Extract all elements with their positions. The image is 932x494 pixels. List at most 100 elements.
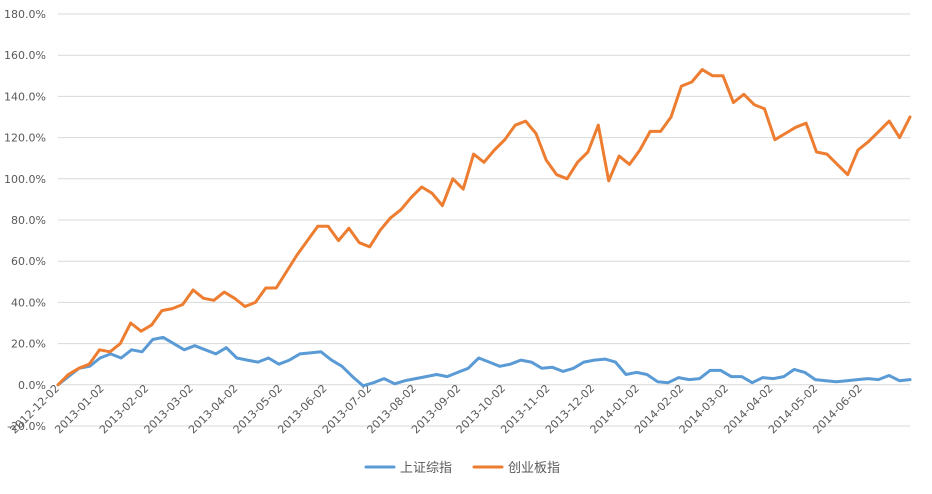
data-point xyxy=(866,377,870,380)
data-point xyxy=(614,360,617,364)
data-point xyxy=(358,241,361,244)
data-point xyxy=(403,379,407,382)
data-point xyxy=(732,101,735,104)
data-point xyxy=(519,358,523,362)
data-point xyxy=(561,370,565,373)
data-point xyxy=(130,348,133,351)
data-point xyxy=(582,360,586,364)
data-point xyxy=(666,381,670,384)
data-point xyxy=(540,367,544,370)
data-point xyxy=(108,350,112,354)
data-point xyxy=(295,253,299,257)
data-point xyxy=(161,336,165,339)
data-point xyxy=(340,365,344,368)
data-point xyxy=(129,321,132,325)
data-point xyxy=(420,185,423,189)
y-tick-label: 180.0% xyxy=(4,8,46,21)
data-point xyxy=(503,138,506,141)
data-point xyxy=(887,374,891,377)
data-point xyxy=(845,379,849,382)
data-point xyxy=(172,342,175,345)
data-point xyxy=(309,351,312,355)
data-point xyxy=(351,375,354,378)
data-point xyxy=(908,378,912,381)
data-point xyxy=(680,84,683,88)
data-point xyxy=(202,297,205,300)
data-point xyxy=(698,377,701,380)
gridlines xyxy=(58,13,910,427)
data-point xyxy=(617,154,621,158)
data-point xyxy=(235,356,239,360)
data-point xyxy=(150,323,153,327)
data-point xyxy=(742,93,745,96)
data-point xyxy=(690,80,694,84)
data-point xyxy=(372,381,375,384)
y-tick-label: 140.0% xyxy=(4,90,46,103)
data-point xyxy=(593,358,596,362)
data-point xyxy=(171,307,174,310)
data-point xyxy=(183,348,186,351)
data-point xyxy=(498,365,501,368)
data-point xyxy=(243,305,247,308)
series-lines xyxy=(56,68,912,388)
data-point xyxy=(361,384,365,388)
legend: 上证综指 创业板指 xyxy=(364,461,560,476)
data-point xyxy=(87,363,91,366)
data-point xyxy=(576,161,579,164)
legend-item: 创业板指 xyxy=(472,461,560,476)
data-point xyxy=(430,192,434,195)
data-point xyxy=(233,297,236,300)
data-point xyxy=(545,159,548,162)
data-point xyxy=(445,375,449,378)
data-point xyxy=(382,377,386,380)
data-point xyxy=(254,301,257,304)
data-point xyxy=(534,132,538,135)
data-point xyxy=(815,150,818,154)
data-point xyxy=(493,148,496,152)
data-point xyxy=(635,371,638,374)
data-point xyxy=(835,380,838,383)
data-point xyxy=(772,377,775,380)
data-point xyxy=(555,173,558,176)
data-point xyxy=(98,348,101,351)
data-point xyxy=(288,358,291,362)
data-point xyxy=(326,224,330,228)
series-line xyxy=(56,335,912,388)
data-point xyxy=(719,369,722,372)
data-point xyxy=(551,366,554,369)
data-point xyxy=(267,356,270,360)
data-point xyxy=(119,356,123,360)
data-point xyxy=(586,150,590,154)
data-point xyxy=(908,115,912,119)
data-point xyxy=(509,363,512,366)
data-point xyxy=(191,288,195,292)
data-point xyxy=(867,140,870,143)
data-point xyxy=(803,371,807,374)
data-point xyxy=(836,163,839,166)
data-point xyxy=(888,119,891,123)
data-point xyxy=(477,356,480,360)
data-point xyxy=(410,196,413,199)
data-point xyxy=(181,303,184,306)
data-point xyxy=(711,74,714,78)
data-point xyxy=(740,375,743,378)
y-tick-label: 40.0% xyxy=(11,296,46,309)
data-point xyxy=(77,367,80,370)
data-point xyxy=(56,383,60,386)
data-point xyxy=(225,346,228,349)
data-point xyxy=(482,161,486,164)
data-point xyxy=(700,68,704,71)
data-point xyxy=(139,330,143,333)
data-point xyxy=(898,379,901,382)
y-tick-label: 0.0% xyxy=(18,379,46,392)
data-point xyxy=(212,299,216,302)
data-point xyxy=(274,286,278,290)
data-point xyxy=(687,378,691,381)
data-point xyxy=(603,357,607,361)
y-tick-label: 80.0% xyxy=(11,214,46,227)
legend-item: 上证综指 xyxy=(364,461,452,476)
data-point xyxy=(649,130,652,133)
data-point xyxy=(877,130,881,133)
data-point xyxy=(393,382,396,385)
